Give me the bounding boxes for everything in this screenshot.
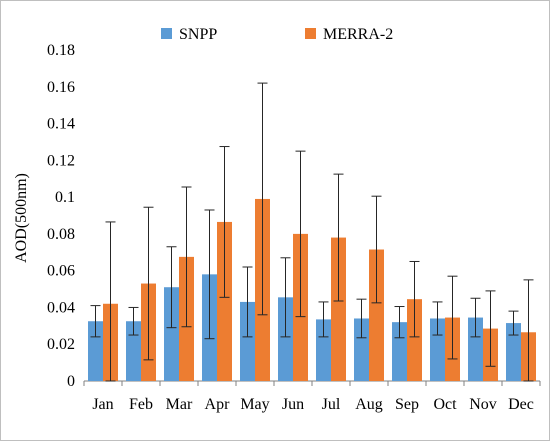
bar-snpp: [392, 322, 407, 381]
y-axis: 0 0.02 0.04 0.06 0.08 0.1 0.12 0.14 0.16 0.18: [47, 42, 75, 390]
bar-snpp: [164, 287, 179, 381]
bar-snpp: [506, 323, 521, 381]
bars-group: [88, 198, 536, 381]
y-tick-label: 0.04: [47, 299, 75, 316]
legend-swatch: [305, 28, 316, 39]
bar-snpp: [430, 318, 445, 381]
bar-merra-2: [331, 237, 346, 381]
bar-snpp: [126, 321, 141, 381]
y-tick-label: 0.02: [47, 336, 75, 353]
bar-snpp: [88, 321, 103, 381]
y-tick-label: 0.16: [47, 79, 75, 96]
y-tick-label: 0.14: [47, 116, 75, 133]
x-tick-label: Sep: [395, 396, 419, 413]
bar-merra-2: [407, 299, 422, 381]
x-tick-label: Feb: [129, 396, 153, 413]
x-tick-label: Jan: [92, 396, 113, 413]
legend: SNPP MERRA-2: [161, 26, 393, 43]
bar-snpp: [354, 318, 369, 381]
y-tick-label: 0.08: [47, 226, 75, 243]
bar-snpp: [278, 297, 293, 381]
y-tick-label: 0.12: [47, 152, 75, 169]
x-tick-label: May: [240, 396, 269, 413]
x-tick-label: Apr: [205, 396, 231, 413]
legend-swatch: [161, 28, 172, 39]
y-tick-label: 0.1: [55, 189, 75, 206]
bar-snpp: [316, 319, 331, 381]
legend-label: SNPP: [179, 26, 217, 43]
bar-merra-2: [369, 249, 384, 381]
x-tick-label: Dec: [508, 396, 534, 413]
x-tick-label: Mar: [166, 396, 193, 413]
y-tick-label: 0.06: [47, 263, 75, 280]
y-tick-label: 0.18: [47, 42, 75, 59]
y-axis-title: AOD(500nm): [13, 173, 30, 263]
legend-label: MERRA-2: [323, 26, 393, 43]
x-tick-label: Jun: [282, 396, 304, 413]
x-tick-label: Nov: [469, 396, 497, 413]
x-tick-label: Jul: [322, 396, 341, 413]
bar-snpp: [468, 317, 483, 381]
x-tick-label: Aug: [355, 396, 383, 413]
x-tick-label: Oct: [433, 396, 457, 413]
y-tick-label: 0: [67, 373, 75, 390]
x-axis: Jan Feb Mar Apr May Jun Jul Aug Sep Oct Nov Dec: [83, 380, 541, 413]
error-bars-group: [90, 82, 534, 382]
bar-snpp: [240, 301, 255, 381]
bar-merra-2: [217, 221, 232, 381]
